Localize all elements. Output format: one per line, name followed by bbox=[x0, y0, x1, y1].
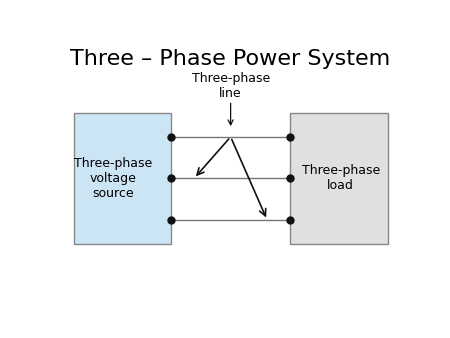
Bar bbox=[290, 114, 387, 244]
Text: Three-phase
voltage
source: Three-phase voltage source bbox=[74, 157, 152, 200]
Bar bbox=[74, 114, 171, 244]
Text: Three-phase
line: Three-phase line bbox=[192, 72, 270, 100]
Text: Three-phase
load: Three-phase load bbox=[302, 165, 380, 193]
Text: Three – Phase Power System: Three – Phase Power System bbox=[71, 49, 391, 69]
